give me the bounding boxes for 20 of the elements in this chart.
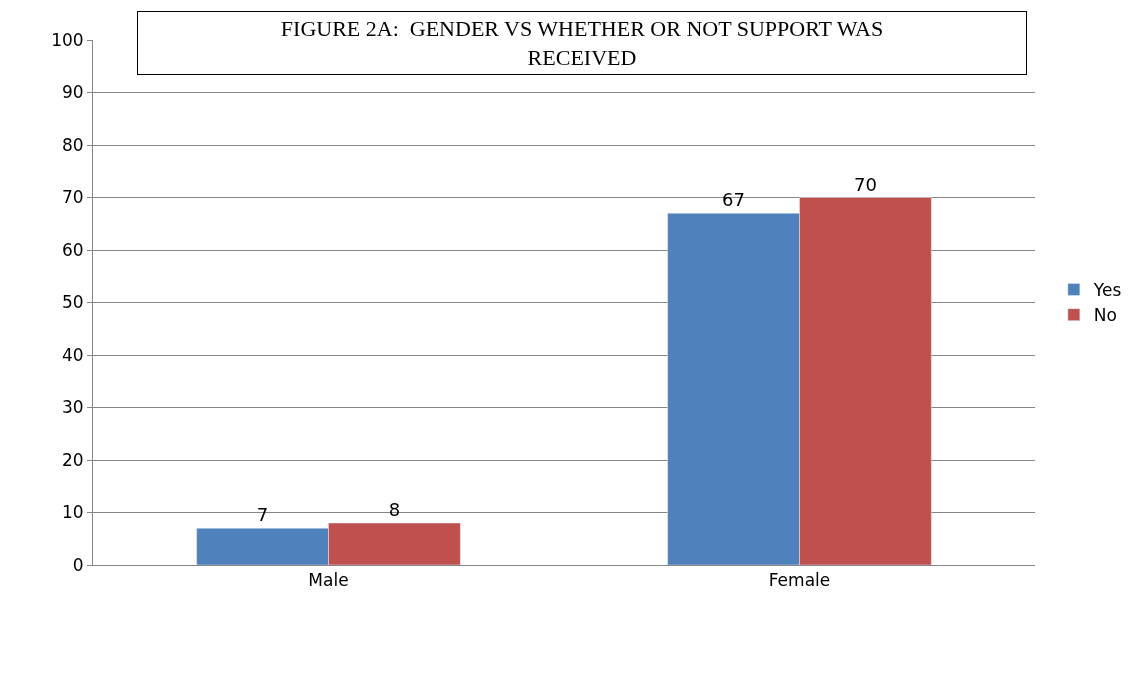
y-tick-label: 50 (61, 292, 84, 313)
y-tick-label: 70 (61, 187, 84, 208)
y-tick-label: 80 (61, 134, 84, 155)
y-tick-label: 20 (61, 449, 84, 470)
y-tick-label: 90 (61, 82, 84, 103)
data-label: 70 (853, 173, 877, 195)
data-label: 67 (722, 189, 746, 211)
y-tick-label: 60 (61, 239, 84, 260)
y-tick-label: 40 (61, 344, 84, 365)
y-tick-label: 10 (61, 502, 84, 523)
legend-label: Yes (1092, 280, 1122, 301)
legend-label: No (1093, 305, 1117, 326)
data-label: 7 (256, 504, 269, 526)
y-tick-label: 30 (61, 397, 84, 418)
x-tick-label: Male (308, 570, 349, 591)
x-tick-label: Female (768, 570, 831, 591)
y-tick-label: 100 (51, 29, 84, 50)
y-tick-label: 0 (72, 554, 84, 575)
chart-title: FIGURE 2A: GENDER VS WHETHER OR NOT SUPPORT WAS RECEIVED (280, 16, 884, 70)
data-label: 8 (388, 499, 401, 520)
